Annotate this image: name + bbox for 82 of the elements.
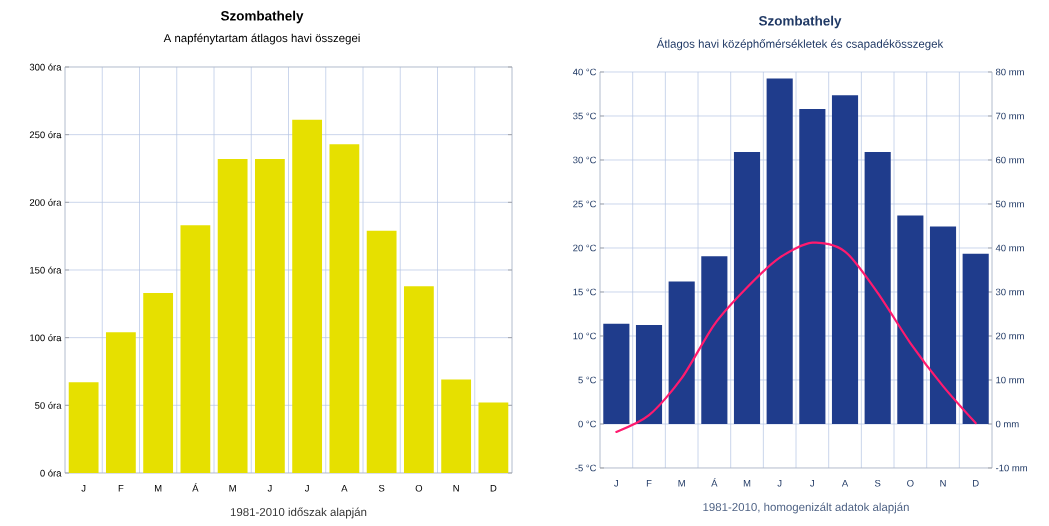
bar [603,323,630,424]
x-tick-label: D [973,479,979,487]
x-tick-label: F [118,484,124,492]
y-tick-label: 30 °C [573,156,597,164]
y-tick-label: 150 óra [30,266,62,274]
chart-title: Szombathely [220,10,304,24]
bar [329,144,360,473]
x-tick-label: N [453,484,459,492]
bar [962,253,989,424]
y-tick-label: 35 °C [573,112,597,120]
bar [403,286,434,473]
x-tick-label: M [154,484,162,492]
bar [831,95,859,424]
bar [799,108,826,424]
x-tick-label: J [777,479,782,487]
bar [217,159,248,473]
y2-tick-label: -10 mm [995,464,1027,472]
bar [366,230,397,473]
x-tick-label: O [415,484,423,492]
y-tick-label: 20 °C [573,244,597,252]
bar [864,152,891,424]
y-tick-label: 0 °C [578,420,597,428]
y2-tick-label: 60 mm [996,156,1024,164]
bar [635,324,663,424]
y-tick-label: 100 óra [30,334,62,342]
text: 1981-2010 időszak alapján [230,507,367,519]
bar [478,402,509,473]
y2-tick-label: 0 mm [995,420,1019,428]
x-tick-label: J [304,484,309,492]
bar [292,119,323,473]
x-tick-label: D [490,484,497,492]
y-tick-label: 5 °C [578,376,597,384]
x-tick-label: Á [711,478,718,487]
x-tick-label: S [378,484,385,492]
bar [929,226,957,424]
y2-tick-label: 10 mm [996,376,1024,384]
bar [254,159,285,473]
y2-tick-label: 40 mm [995,244,1024,252]
x-tick-label: M [678,479,685,487]
x-tick-label: Á [192,483,199,492]
x-tick-label: A [341,484,348,492]
bar [143,292,174,473]
x-tick-label: N [940,479,946,487]
y-tick-label: 300 óra [29,63,62,71]
y2-tick-label: 20 mm [996,332,1024,340]
bar [668,281,695,424]
bar [766,78,793,424]
text: 1981-2010, homogenizált adatok alapján [703,502,909,514]
y2-tick-label: 50 mm [995,200,1024,208]
y2-tick-label: 80 mm [995,68,1024,76]
bar [441,379,472,473]
bar [701,256,728,424]
y2-tick-label: 70 mm [996,112,1024,120]
chart-title: Szombathely [758,15,842,29]
x-tick-label: J [614,479,619,487]
x-tick-label: M [229,484,236,492]
y-tick-label: 50 óra [35,401,62,409]
bar [105,332,136,473]
x-tick-label: A [841,479,849,487]
line-series [615,241,977,434]
y-tick-label: 10 °C [573,332,597,340]
x-tick-label: S [874,479,881,487]
y-tick-label: 250 óra [29,131,62,139]
x-tick-label: O [907,479,914,487]
bar [68,382,99,473]
y-tick-label: 40 °C [572,68,597,76]
bar [733,152,761,424]
x-tick-label: J [267,484,272,492]
chart-subtitle: A napfénytartam átlagos havi összegei [163,33,360,45]
y2-tick-label: 30 mm [995,288,1024,296]
bar [897,215,924,424]
x-tick-label: F [646,479,652,487]
x-tick-label: J [810,479,815,487]
y-tick-label: 200 óra [29,198,62,206]
y-tick-label: -5 °C [575,464,597,472]
y-tick-label: 15 °C [573,288,597,296]
bar [180,225,211,473]
y-tick-label: 25 °C [573,200,597,208]
x-tick-label: M [743,479,751,487]
chart-subtitle: Átlagos havi középhőmérsékletek és csapadékösszegek [656,37,944,51]
y-tick-label: 0 óra [40,469,62,477]
x-tick-label: J [81,484,86,492]
